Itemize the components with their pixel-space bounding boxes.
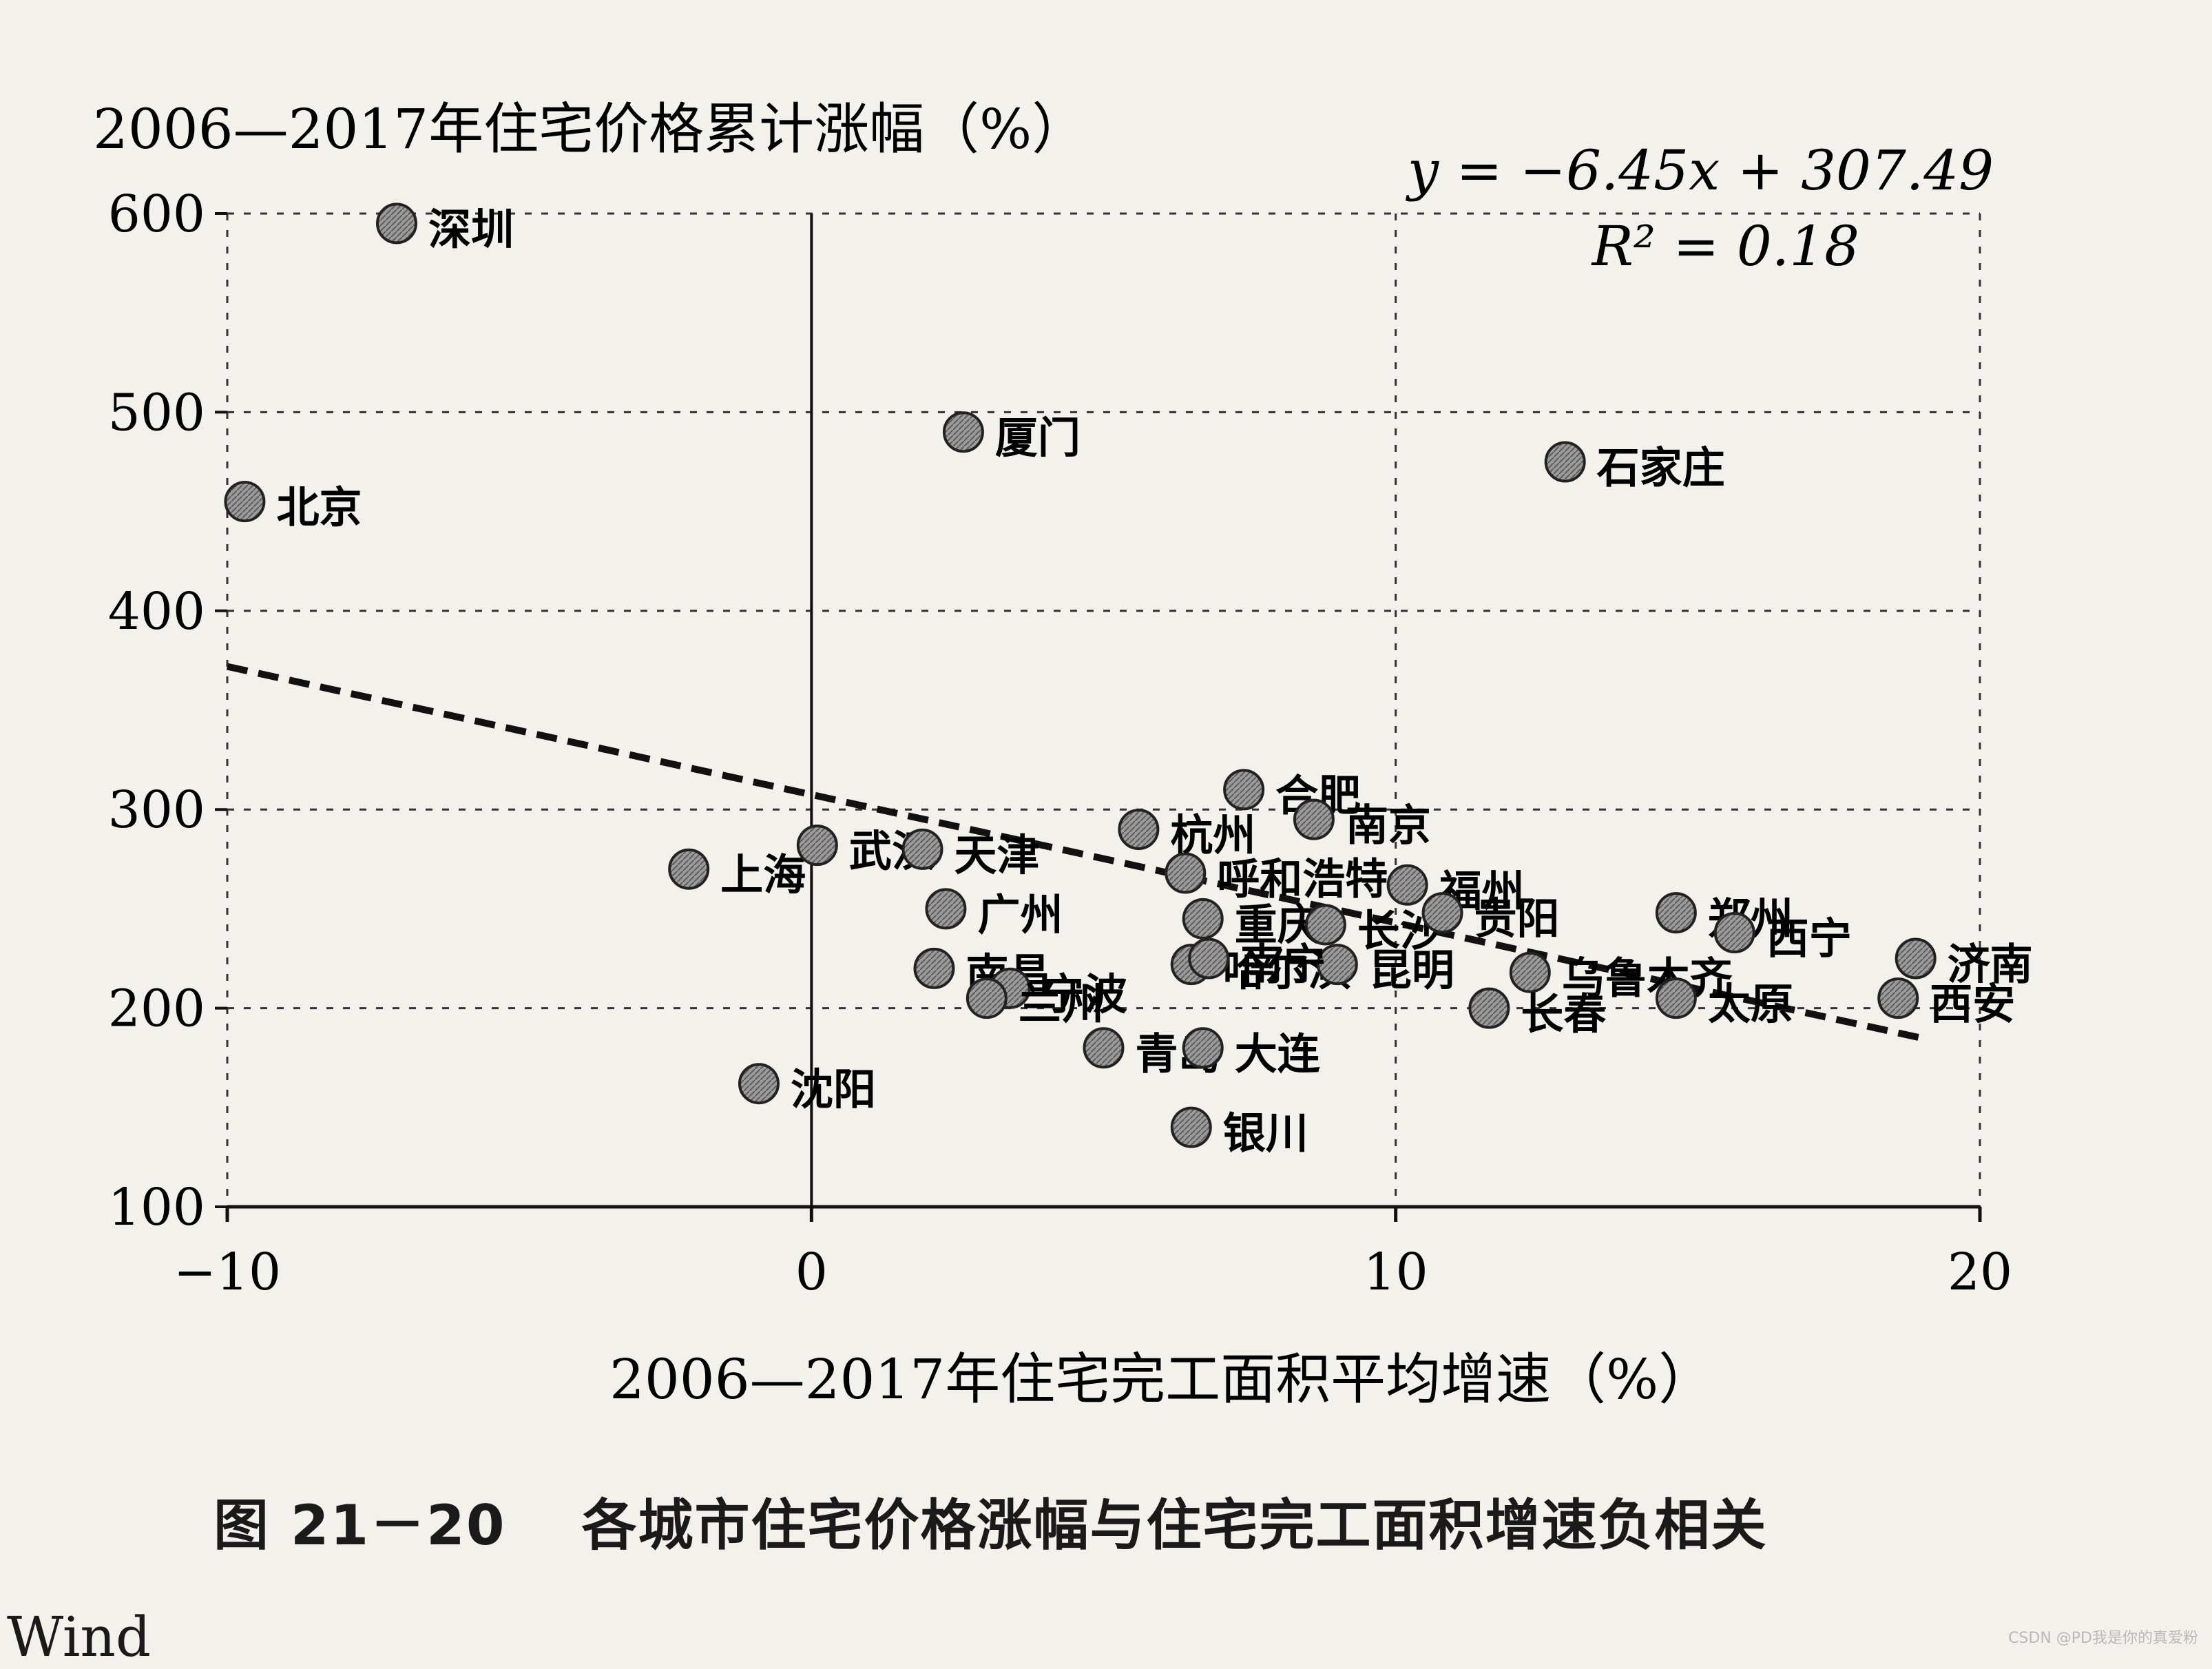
data-point-label: 北京 (276, 482, 362, 532)
data-point (1118, 809, 1160, 851)
data-point (1182, 898, 1224, 940)
y-tick-label: 600 (108, 185, 205, 244)
data-point (224, 481, 266, 523)
y-tick-label: 400 (108, 582, 205, 641)
data-point-label: 广州 (977, 889, 1063, 940)
y-tick-label: 500 (108, 383, 205, 442)
data-point-label: 沈阳 (791, 1064, 876, 1115)
data-point-label: 西安 (1930, 979, 2015, 1029)
y-axis-title: 2006—2017年住宅价格累计涨幅（%） (93, 97, 1087, 161)
data-point-label: 呼和浩特 (1217, 853, 1388, 904)
data-point-label: 长春 (1521, 989, 1606, 1039)
data-point-label: 上海 (720, 850, 806, 900)
data-point (1304, 904, 1346, 946)
data-point-label: 贵阳 (1474, 893, 1560, 944)
data-point (942, 411, 984, 453)
data-point (1877, 977, 1919, 1019)
data-point (966, 977, 1008, 1019)
r-squared-label: R² = 0.18 (1591, 214, 1859, 278)
x-tick-label: 0 (795, 1243, 828, 1302)
data-point (1421, 892, 1463, 934)
data-point (796, 825, 838, 867)
figure-number: 图 21－20 (213, 1493, 506, 1557)
data-point (925, 888, 967, 930)
data-point (376, 203, 418, 245)
data-point (1316, 944, 1358, 986)
data-point-label: 济南 (1948, 940, 2033, 990)
y-tick-label: 300 (108, 780, 205, 840)
data-point (1655, 892, 1697, 934)
data-point (1223, 769, 1265, 811)
data-point (1713, 912, 1755, 954)
data-point (1468, 987, 1510, 1029)
data-point-label: 西宁 (1766, 913, 1852, 964)
data-point (1083, 1027, 1125, 1069)
data-point (1293, 798, 1335, 840)
data-point (1182, 1027, 1224, 1069)
data-point (1165, 852, 1207, 894)
figure-caption: 图 21－20 各城市住宅价格涨幅与住宅完工面积增速负相关 (213, 1481, 1768, 1561)
y-tick-label: 200 (108, 979, 205, 1039)
x-axis-title: 2006—2017年住宅完工面积平均增速（%） (609, 1347, 1713, 1411)
x-tick-label: 10 (1364, 1243, 1428, 1302)
data-point-label: 石家庄 (1597, 443, 1725, 493)
data-point-label: 大连 (1235, 1028, 1321, 1079)
data-point-label: 乌鲁木齐 (1562, 953, 1733, 1004)
watermark: CSDN @PD我是你的真爱粉 (2008, 1630, 2198, 1647)
x-tick-label: −10 (174, 1243, 281, 1302)
regression-equation: y = −6.45x + 307.49 (1406, 138, 1994, 203)
data-point-label: 厦门 (995, 413, 1081, 463)
data-point (913, 947, 955, 989)
data-point (901, 828, 943, 870)
x-tick-label: 20 (1948, 1243, 2012, 1302)
y-tick-label: 100 (108, 1178, 205, 1237)
data-point-label: 深圳 (428, 204, 514, 254)
data-point (1895, 937, 1937, 979)
data-point (668, 848, 710, 890)
data-point-label: 宁波 (1042, 969, 1127, 1019)
data-point-label: 杭州 (1170, 810, 1255, 860)
data-point (1386, 864, 1428, 906)
trend-line (226, 663, 1923, 1041)
data-point (1509, 951, 1551, 993)
data-point-label: 银川 (1223, 1108, 1308, 1159)
data-point (738, 1063, 780, 1105)
data-point (1655, 977, 1697, 1019)
data-point-label: 昆明 (1369, 945, 1454, 995)
data-point (1188, 937, 1230, 979)
source-note: Wind (7, 1605, 152, 1669)
data-point-label: 天津 (954, 830, 1040, 880)
figure-caption-text: 各城市住宅价格涨幅与住宅完工面积增速负相关 (581, 1493, 1768, 1557)
data-point (1170, 1106, 1212, 1148)
data-point-label: 南京 (1346, 800, 1431, 851)
data-point-label: 太原 (1708, 979, 1793, 1029)
data-point-label: 南宁 (1240, 940, 1326, 990)
data-point-label: 兰州 (1019, 979, 1104, 1029)
data-point (1544, 441, 1586, 483)
